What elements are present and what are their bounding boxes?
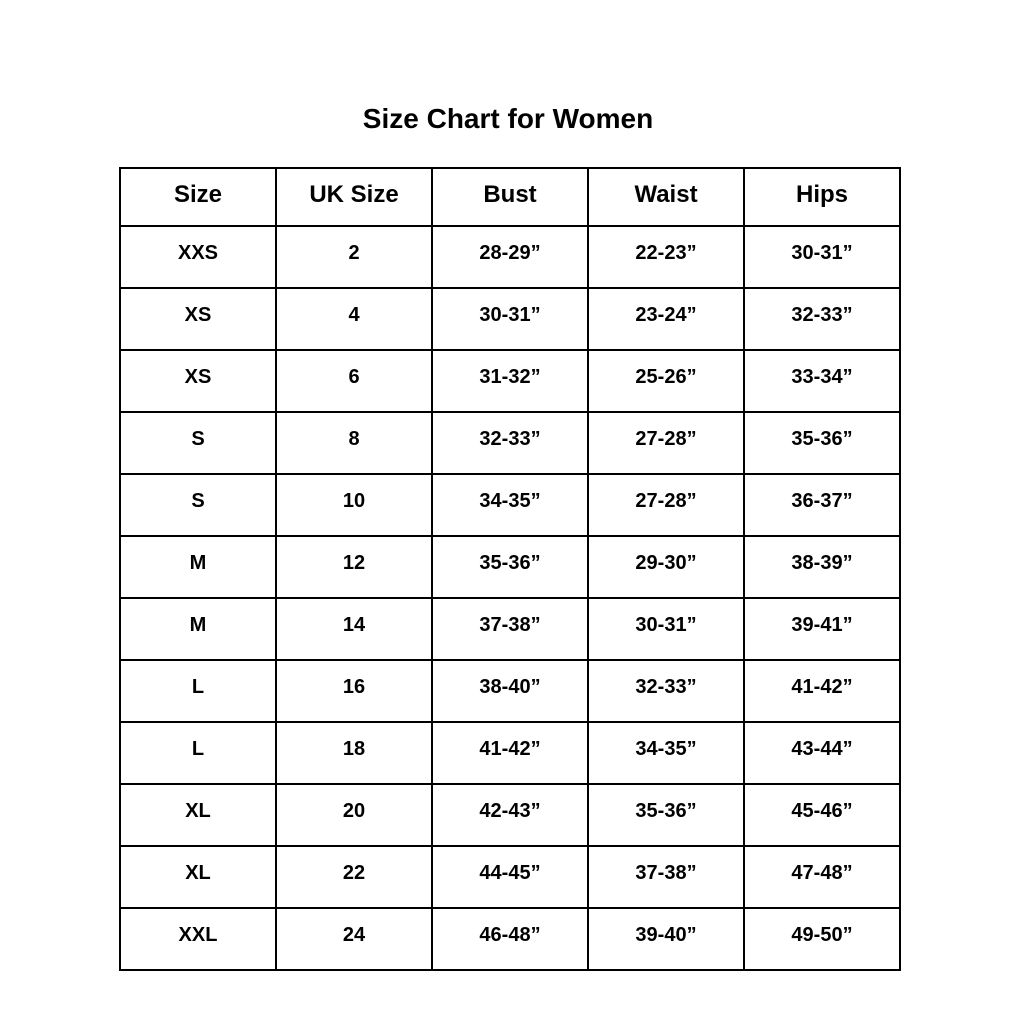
table-cell: 32-33” — [587, 659, 745, 723]
table-cell: 39-40” — [587, 907, 745, 971]
table-cell: 22 — [275, 845, 433, 909]
table-row: XS 4 30-31” 23-24” 32-33” — [119, 287, 901, 351]
table-row: XL 20 42-43” 35-36” 45-46” — [119, 783, 901, 847]
table-cell: S — [119, 473, 277, 537]
table-row: XS 6 31-32” 25-26” 33-34” — [119, 349, 901, 413]
table-cell: 38-39” — [743, 535, 901, 599]
table-cell: 34-35” — [587, 721, 745, 785]
table-cell: 41-42” — [743, 659, 901, 723]
table-cell: 25-26” — [587, 349, 745, 413]
table-row: S 10 34-35” 27-28” 36-37” — [119, 473, 901, 537]
column-header: UK Size — [275, 167, 433, 227]
table-row: M 12 35-36” 29-30” 38-39” — [119, 535, 901, 599]
table-cell: 42-43” — [431, 783, 589, 847]
table-cell: 34-35” — [431, 473, 589, 537]
table-cell: 22-23” — [587, 225, 745, 289]
table-cell: 37-38” — [431, 597, 589, 661]
table-cell: 10 — [275, 473, 433, 537]
table-cell: 30-31” — [431, 287, 589, 351]
table-cell: 46-48” — [431, 907, 589, 971]
table-cell: 35-36” — [743, 411, 901, 475]
table-cell: 27-28” — [587, 473, 745, 537]
table-cell: 39-41” — [743, 597, 901, 661]
table-cell: 16 — [275, 659, 433, 723]
table-cell: 14 — [275, 597, 433, 661]
table-cell: 24 — [275, 907, 433, 971]
table-cell: 18 — [275, 721, 433, 785]
table-row: L 18 41-42” 34-35” 43-44” — [119, 721, 901, 785]
table-cell: 49-50” — [743, 907, 901, 971]
column-header: Size — [119, 167, 277, 227]
table-row: M 14 37-38” 30-31” 39-41” — [119, 597, 901, 661]
table-cell: 2 — [275, 225, 433, 289]
table-cell: XL — [119, 845, 277, 909]
table-cell: XS — [119, 287, 277, 351]
table-cell: 36-37” — [743, 473, 901, 537]
table-cell: 45-46” — [743, 783, 901, 847]
table-cell: XS — [119, 349, 277, 413]
table-cell: 32-33” — [431, 411, 589, 475]
table-cell: 29-30” — [587, 535, 745, 599]
table-cell: 35-36” — [431, 535, 589, 599]
table-cell: 30-31” — [743, 225, 901, 289]
table-row: XXL 24 46-48” 39-40” 49-50” — [119, 907, 901, 971]
column-header: Hips — [743, 167, 901, 227]
table-cell: 38-40” — [431, 659, 589, 723]
table-row: XL 22 44-45” 37-38” 47-48” — [119, 845, 901, 909]
table-cell: 28-29” — [431, 225, 589, 289]
table-cell: 35-36” — [587, 783, 745, 847]
table-cell: 37-38” — [587, 845, 745, 909]
table-row: L 16 38-40” 32-33” 41-42” — [119, 659, 901, 723]
table-cell: M — [119, 597, 277, 661]
table-cell: 6 — [275, 349, 433, 413]
table-row: S 8 32-33” 27-28” 35-36” — [119, 411, 901, 475]
table-cell: 8 — [275, 411, 433, 475]
table-cell: 23-24” — [587, 287, 745, 351]
table-cell: L — [119, 721, 277, 785]
column-header: Waist — [587, 167, 745, 227]
table-cell: 41-42” — [431, 721, 589, 785]
page-title: Size Chart for Women — [362, 103, 654, 134]
table-cell: 27-28” — [587, 411, 745, 475]
table-cell: M — [119, 535, 277, 599]
table-cell: 20 — [275, 783, 433, 847]
table-row: XXS 2 28-29” 22-23” 30-31” — [119, 225, 901, 289]
table-cell: 47-48” — [743, 845, 901, 909]
table-header-row: Size UK Size Bust Waist Hips — [119, 167, 901, 227]
size-chart-table: Size UK Size Bust Waist Hips XXS 2 28-29” 22-23… — [119, 167, 901, 971]
table-cell: 43-44” — [743, 721, 901, 785]
table-cell: 32-33” — [743, 287, 901, 351]
table-cell: L — [119, 659, 277, 723]
table-cell: S — [119, 411, 277, 475]
table-cell: 31-32” — [431, 349, 589, 413]
table-cell: XXL — [119, 907, 277, 971]
table-cell: 33-34” — [743, 349, 901, 413]
table-cell: 30-31” — [587, 597, 745, 661]
table-cell: XXS — [119, 225, 277, 289]
table-cell: 44-45” — [431, 845, 589, 909]
table-cell: 12 — [275, 535, 433, 599]
column-header: Bust — [431, 167, 589, 227]
table-cell: 4 — [275, 287, 433, 351]
table-cell: XL — [119, 783, 277, 847]
